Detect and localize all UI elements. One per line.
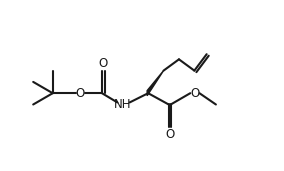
Text: O: O [165,128,174,141]
Text: O: O [76,87,85,100]
Polygon shape [147,71,164,96]
Text: O: O [98,57,108,70]
Text: O: O [191,87,200,100]
Text: NH: NH [114,98,131,111]
